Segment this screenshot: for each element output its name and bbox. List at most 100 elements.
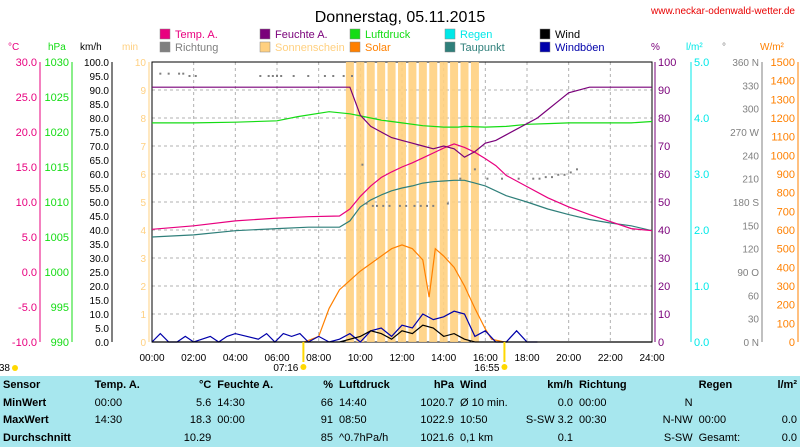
- y-tick-wind: 20.0: [90, 282, 110, 293]
- y-tick-sunshine: 2: [140, 282, 146, 293]
- legend-label: Temp. A.: [175, 29, 218, 41]
- y-tick-wind: 75.0: [90, 128, 110, 139]
- series-solar: [303, 244, 505, 343]
- direction-point: [194, 75, 197, 77]
- stats-cell: 66: [320, 396, 334, 409]
- y-tick-pressure: 1005: [45, 232, 69, 244]
- x-tick-label: 04:00: [223, 353, 248, 364]
- y-tick-wind: 80.0: [90, 114, 110, 125]
- direction-point: [426, 204, 428, 207]
- x-tick-label: 16:00: [473, 353, 498, 364]
- direction-point: [501, 177, 503, 180]
- direction-point: [361, 163, 364, 166]
- direction-point: [413, 204, 416, 207]
- y-tick-solar: 1100: [771, 132, 795, 144]
- sunrise-marker: [300, 364, 307, 370]
- stats-cell: hPa: [433, 378, 454, 391]
- direction-point: [376, 204, 378, 207]
- y-tick-rain: 3.0: [694, 169, 709, 181]
- site-url[interactable]: www.neckar-odenwald-wetter.de: [650, 6, 795, 17]
- legend-label: Solar: [365, 42, 391, 54]
- stats-cell: 14:30: [94, 414, 123, 427]
- legend-label: Sonnenschein: [275, 42, 345, 54]
- y-tick-solar: 500: [777, 244, 795, 256]
- y-tick-solar: 1000: [771, 150, 795, 162]
- y-tick-sunshine: 1: [140, 310, 146, 321]
- y-tick-solar: 400: [777, 262, 795, 274]
- y-tick-solar: 100: [777, 318, 795, 330]
- direction-point: [419, 204, 422, 207]
- y-tick-temp: 5.0: [22, 232, 37, 244]
- legend-swatch: [259, 28, 271, 40]
- stats-cell: [640, 376, 696, 394]
- stats-cell: 00:00: [94, 396, 123, 409]
- stats-cell: 0.0: [557, 396, 573, 409]
- stats-cell: Luftdruck: [339, 378, 390, 391]
- direction-point: [432, 204, 435, 207]
- stats-row: Durchschnitt 10.29 85 ^0.7hPa/h 1021.6 0,1 km…: [0, 429, 800, 447]
- direction-point: [292, 75, 295, 77]
- stats-cell: S-SW 3.2: [525, 414, 573, 427]
- axes: 00:00 02:00 04:00 06:00 08:00 10:00 12:00 14:00…: [8, 42, 799, 364]
- direction-point: [271, 75, 274, 77]
- stats-cell: 00:00: [578, 396, 607, 409]
- axis-unit-humidity: %: [651, 42, 660, 53]
- series-feuchte-a-: [152, 86, 652, 158]
- direction-point: [532, 177, 535, 180]
- y-tick-pressure: 995: [51, 302, 69, 314]
- y-tick-humidity: 50: [658, 197, 670, 209]
- stats-cell: %: [323, 378, 334, 391]
- y-tick-humidity: 90: [658, 85, 670, 97]
- stats-cell: °C: [198, 378, 212, 391]
- legend-swatch: [159, 28, 171, 40]
- y-tick-humidity: 30: [658, 253, 670, 265]
- direction-point: [551, 176, 553, 179]
- axis-unit-solar: W/m²: [760, 42, 785, 53]
- sunshine-bar: [460, 62, 469, 342]
- y-tick-wind: 50.0: [90, 198, 110, 209]
- direction-point: [382, 204, 385, 207]
- stats-cell: N-NW: [662, 414, 693, 427]
- direction-point: [267, 75, 270, 77]
- y-tick-temp: 0.0: [22, 267, 37, 279]
- y-tick-humidity: 80: [658, 113, 670, 125]
- stats-cell: MinWert: [3, 396, 47, 409]
- direction-point: [167, 72, 170, 75]
- stats-cell: 0.1: [557, 432, 573, 445]
- y-tick-direction: 240: [742, 151, 759, 162]
- y-tick-solar: 800: [777, 188, 795, 200]
- stats-cell: 00:00: [217, 414, 245, 427]
- y-tick-wind: 55.0: [90, 184, 110, 195]
- sunshine-bar: [366, 62, 375, 342]
- stats-cell: 18.3: [189, 414, 212, 427]
- series-wind: [152, 324, 652, 343]
- direction-point: [280, 75, 283, 77]
- stats-cell: [758, 394, 800, 412]
- stats-cell: Regen: [698, 378, 733, 391]
- y-tick-wind: 15.0: [90, 296, 110, 307]
- stats-cell: 10:50: [460, 414, 488, 427]
- sunshine-bar: [450, 62, 459, 342]
- now-marker: [12, 365, 18, 371]
- stats-cell: MaxWert: [3, 414, 49, 427]
- y-tick-wind: 5.0: [95, 324, 109, 335]
- y-tick-solar: 0: [789, 337, 795, 349]
- plot-area: [151, 61, 653, 343]
- y-tick-pressure: 1025: [45, 92, 69, 104]
- stats-cell: [696, 394, 758, 412]
- y-tick-humidity: 100: [658, 57, 676, 69]
- direction-point: [569, 171, 572, 174]
- stats-cell: 14:40: [339, 396, 367, 409]
- y-tick-direction: 0 N: [743, 338, 759, 349]
- legend-label: Richtung: [175, 42, 218, 54]
- y-tick-wind: 100.0: [84, 58, 109, 69]
- stats-cell: 0.0: [781, 432, 797, 445]
- direction-point: [159, 72, 162, 75]
- y-tick-solar: 1300: [771, 94, 795, 106]
- direction-point: [276, 75, 278, 77]
- direction-point: [563, 173, 566, 176]
- y-tick-temp: 30.0: [16, 57, 37, 69]
- y-tick-sunshine: 0: [140, 338, 146, 349]
- sunrise-label: 07:16: [273, 363, 298, 374]
- y-tick-temp: -10.0: [12, 337, 37, 349]
